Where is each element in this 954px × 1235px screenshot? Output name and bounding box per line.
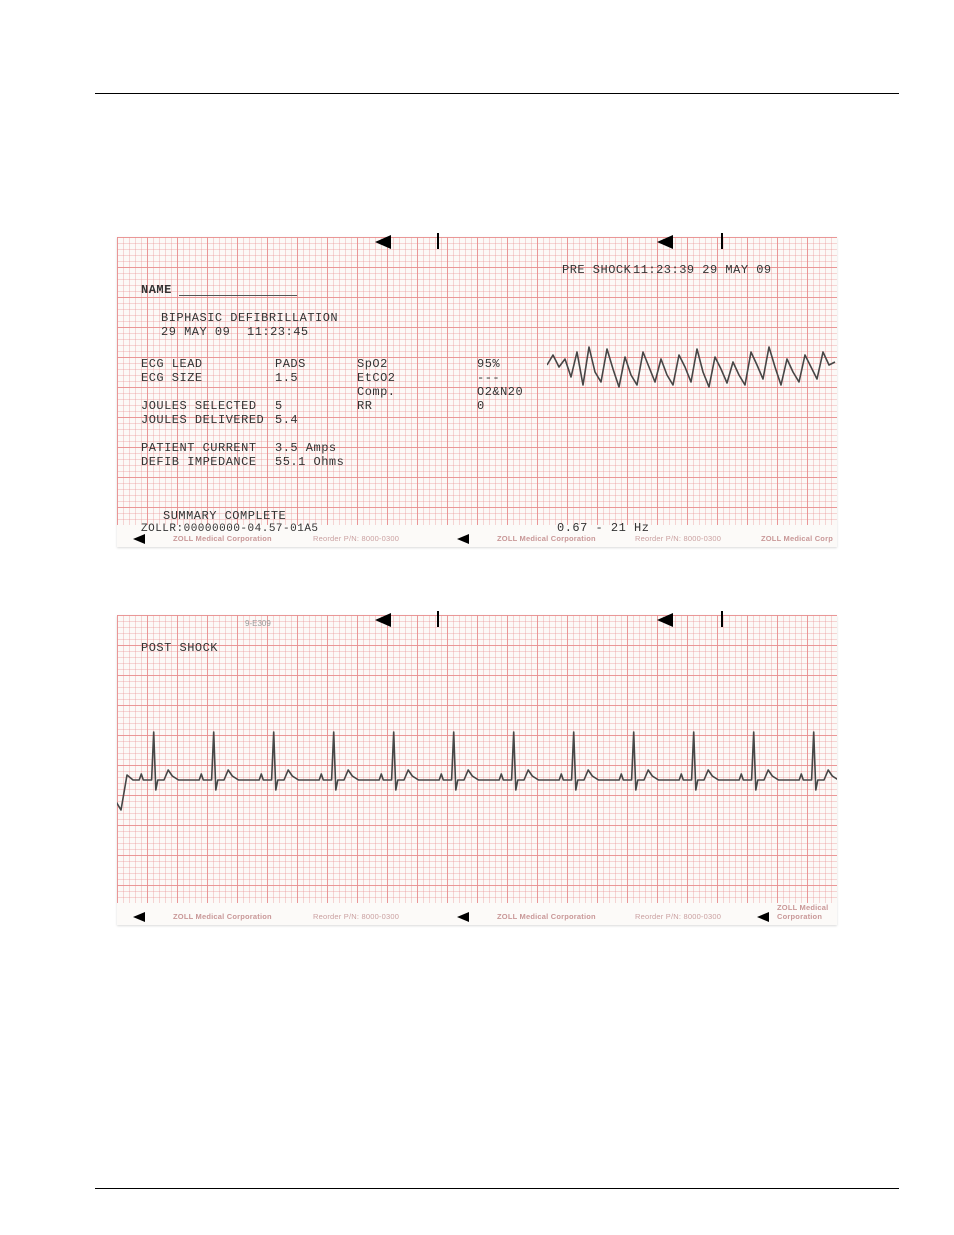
vital-label: EtCO2: [357, 371, 396, 385]
param-value: 5.4: [275, 413, 298, 427]
vital-value: 0: [477, 399, 485, 413]
param-value: PADS: [275, 357, 306, 371]
footer-corp: ZOLL Medical Corporation: [497, 534, 596, 543]
procedure-title: BIPHASIC DEFIBRILLATION: [161, 311, 338, 325]
timestamp: 11:23:39 29 MAY 09: [633, 263, 772, 277]
pre-shock-waveform: [547, 337, 837, 427]
param-label: JOULES SELECTED: [141, 399, 257, 413]
param-value: 5: [275, 399, 283, 413]
marker-tick: [437, 233, 439, 249]
name-underline: [179, 295, 297, 296]
footer-reorder: Reorder P/N: 8000-0300: [635, 912, 721, 921]
filter-label: 0.67 - 21 Hz: [557, 521, 649, 535]
top-rule: [95, 93, 899, 94]
footer-corp-right: ZOLL Medical Corp: [761, 534, 833, 543]
marker-triangle-icon: [757, 912, 769, 922]
param-value: 55.1 Ohms: [275, 455, 344, 469]
footer-corp: ZOLL Medical Corporation: [777, 903, 837, 921]
footer-reorder: Reorder P/N: 8000-0300: [313, 534, 399, 543]
procedure-date: 29 MAY 09: [161, 325, 230, 339]
vital-label: Comp.: [357, 385, 396, 399]
param-label: JOULES DELIVERED: [141, 413, 264, 427]
vital-value: ---: [477, 371, 500, 385]
marker-triangle-icon: [657, 235, 673, 249]
marker-triangle-icon: [457, 912, 469, 922]
footer-corp: ZOLL Medical Corporation: [173, 912, 272, 921]
param-label: ECG LEAD: [141, 357, 203, 371]
summary-complete: SUMMARY COMPLETE: [163, 509, 286, 523]
page: PRE SHOCK 11:23:39 29 MAY 09 NAME BIPHAS…: [0, 0, 954, 1235]
footer-reorder: Reorder P/N: 8000-0300: [313, 912, 399, 921]
marker-triangle-icon: [457, 534, 469, 544]
footer-corp: ZOLL Medical Corporation: [173, 534, 272, 543]
param-label: PATIENT CURRENT: [141, 441, 257, 455]
param-label: ECG SIZE: [141, 371, 203, 385]
marker-tick: [721, 233, 723, 249]
marker-triangle-icon: [133, 534, 145, 544]
vital-label: RR: [357, 399, 372, 413]
ecg-strip-post-shock: 9-E309 POST SHOCK ZOLL Medical Corporati…: [117, 615, 837, 925]
footer-reorder: Reorder P/N: 8000-0300: [635, 534, 721, 543]
vital-label: SpO2: [357, 357, 388, 371]
ecg-strip-pre-shock: PRE SHOCK 11:23:39 29 MAY 09 NAME BIPHAS…: [117, 237, 837, 547]
bottom-rule: [95, 1188, 899, 1189]
vital-value: O2&N20: [477, 385, 523, 399]
param-value: 3.5 Amps: [275, 441, 337, 455]
procedure-time: 11:23:45: [247, 325, 309, 339]
param-value: 1.5: [275, 371, 298, 385]
post-shock-waveform: [117, 615, 837, 903]
pre-shock-label: PRE SHOCK: [562, 263, 631, 277]
marker-triangle-icon: [133, 912, 145, 922]
marker-triangle-icon: [375, 235, 391, 249]
name-label: NAME: [141, 283, 172, 297]
footer-corp: ZOLL Medical Corporation: [497, 912, 596, 921]
param-label: DEFIB IMPEDANCE: [141, 455, 257, 469]
vital-value: 95%: [477, 357, 500, 371]
